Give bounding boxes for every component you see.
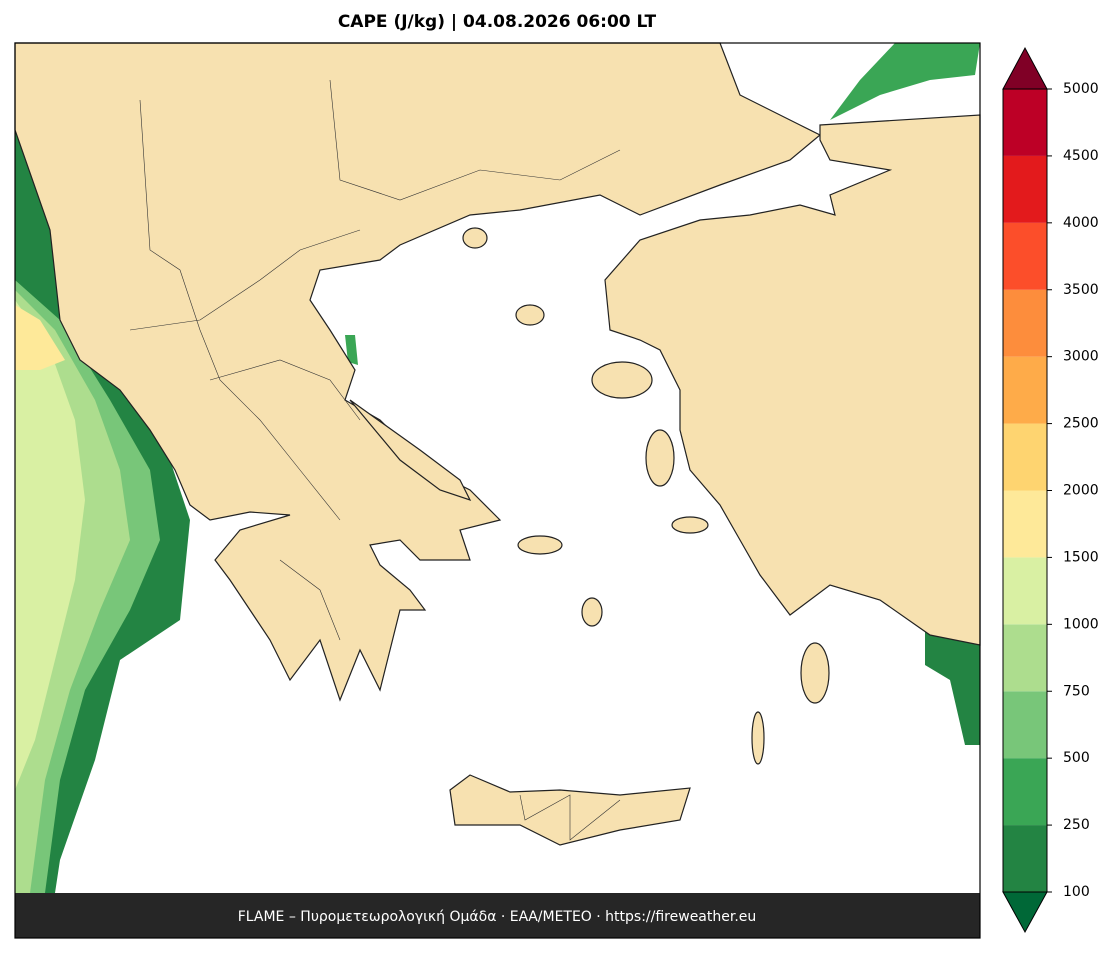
admin-border [209, 359, 361, 421]
colorbar-tick-label: 2500 [1063, 416, 1099, 432]
admin-border [519, 794, 621, 841]
footer-credit: FLAME – Πυρομετεωρολογική Ομάδα · ΕΑΑ/ME… [238, 909, 757, 925]
colorbar-segment [1003, 222, 1047, 290]
cape-field [925, 630, 980, 745]
land-balkans [14, 42, 822, 702]
land-anatolia [604, 114, 981, 646]
colorbar-tick-label: 1500 [1063, 549, 1099, 565]
colorbar-under-arrow [1002, 891, 1048, 934]
island [581, 597, 603, 627]
colorbar-tick-label: 250 [1063, 817, 1090, 833]
cape-field [15, 305, 65, 370]
colorbar-tick-label: 500 [1063, 750, 1090, 766]
colorbar-segment [1003, 490, 1047, 558]
colorbar-tick-label: 100 [1063, 884, 1090, 900]
colorbar-segment [1003, 356, 1047, 424]
island [517, 535, 563, 555]
colorbar-segment [1003, 89, 1047, 156]
island [515, 304, 545, 326]
island [462, 227, 488, 249]
colorbar: 100 250 500 750 1000 1500 2000 2500 3000 3500 4000… [1002, 46, 1099, 934]
island [591, 361, 653, 399]
colorbar-segment [1003, 557, 1047, 625]
colorbar-segment [1003, 289, 1047, 357]
colorbar-segment [1003, 155, 1047, 223]
island [751, 711, 765, 765]
colorbar-tick-label: 3000 [1063, 349, 1099, 365]
colorbar-tick-label: 4500 [1063, 148, 1099, 164]
island [671, 516, 709, 534]
cape-field [345, 335, 358, 365]
colorbar-tick-label: 1000 [1063, 616, 1099, 632]
cape-field [830, 43, 980, 120]
footer-band [15, 893, 980, 938]
colorbar-segment [1003, 758, 1047, 826]
colorbar-segment [1003, 691, 1047, 759]
colorbar-segment [1003, 624, 1047, 692]
cape-field [15, 300, 85, 790]
island [645, 429, 675, 487]
island [349, 399, 472, 502]
admin-border [279, 559, 341, 641]
map-frame [14, 42, 981, 939]
colorbar-segment [1003, 423, 1047, 491]
admin-border [329, 79, 621, 201]
map: FLAME – Πυρομετεωρολογική Ομάδα · ΕΑΑ/ME… [14, 42, 981, 939]
island [800, 642, 830, 704]
colorbar-segment [1003, 825, 1047, 892]
colorbar-over-arrow [1002, 46, 1048, 90]
colorbar-tick-label: 750 [1063, 683, 1090, 699]
admin-border [129, 229, 361, 331]
admin-border [139, 99, 341, 521]
colorbar-tick-label: 3500 [1063, 282, 1099, 298]
colorbar-tick-label: 4000 [1063, 215, 1099, 231]
map-title: CAPE (J/kg) | 04.08.2026 06:00 LT [338, 12, 657, 32]
colorbar-tick-label: 2000 [1063, 483, 1099, 499]
colorbar-tick-label: 5000 [1063, 81, 1099, 97]
